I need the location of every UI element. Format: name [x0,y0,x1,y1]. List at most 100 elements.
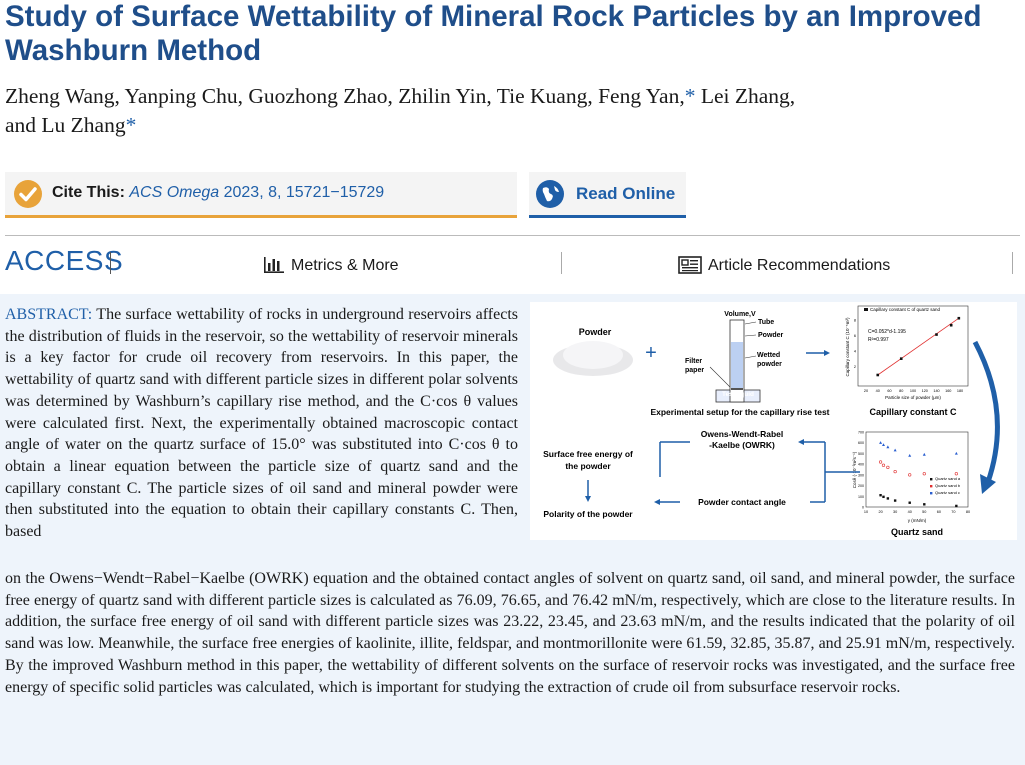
leader-line [709,366,731,388]
chart1-frame [857,305,969,387]
leader-line [744,355,757,359]
wetted-label-2: powder [757,361,782,368]
chart2-point [878,460,883,464]
corresponding-author-star[interactable]: * [125,113,137,137]
chart1-xtick: 140 [933,389,939,393]
arrow-head-icon [824,350,830,356]
read-online-button[interactable]: Read Online [529,172,686,218]
authors-line1b: Lei Zhang, [695,84,796,108]
chart1-xticks: 20 40 60 80 100 120 140 160 180 [864,389,963,393]
arrow-head-icon [654,499,660,505]
chart2-points [878,441,958,508]
chart2-xtick: 80 [966,510,970,514]
chart2-point [886,465,890,469]
tab-separator [1012,252,1013,274]
chart2-point [886,497,890,500]
chart2-frame [865,431,969,508]
cite-this-box[interactable]: Cite This: ACS Omega 2023, 8, 15721−1572… [5,172,517,218]
abstract-text: ABSTRACT: The surface wettability of roc… [5,304,518,543]
chart2-point [922,452,926,456]
chart2-legend-marker [930,478,933,481]
globe-icon [536,180,564,208]
metrics-label[interactable]: Metrics & More [291,257,399,274]
corresponding-author-star[interactable]: * [684,84,696,108]
capillary-caption: Capillary constant C [869,407,957,417]
wetted-label-1: Wetted [757,352,780,359]
abstract-text-continued: on the Owens−Wendt−Rabel−Kaelbe (OWRK) e… [5,570,1015,696]
chart1-point [935,333,938,336]
chart1-xlabel: Particle size of powder (μm) [885,395,941,400]
authors-line1: Zheng Wang, Yanping Chu, Guozhong Zhao, … [5,84,685,108]
owrk-label-1: Owens-Wendt-Rabel [701,429,784,439]
recommendations-label[interactable]: Article Recommendations [708,257,891,274]
chart2-point [893,448,897,452]
divider [5,235,1020,236]
bar-chart-icon [264,257,284,273]
powder-pile-top [563,341,623,369]
filter-label-1: Filter [685,358,702,365]
chart2-legend-marker [930,492,933,495]
citation-text: Cite This: ACS Omega 2023, 8, 15721−1572… [52,184,384,202]
chart2-xtick: 70 [951,510,955,514]
chart2-ytick: 400 [858,463,864,467]
chart1-fit-line [877,317,960,376]
chart2-xtick: 40 [908,510,912,514]
paper-title: Study of Surface Wettability of Mineral … [5,0,982,67]
article-recommendations-link[interactable]: Article Recommendations [678,256,890,275]
cite-label: Cite This: [52,184,125,201]
powder-label: Powder [579,327,612,337]
author-list: Zheng Wang, Yanping Chu, Guozhong Zhao, … [5,82,1015,140]
leader-line [744,321,757,325]
chart2-xtick: 30 [893,510,897,514]
chart1-ytick: 2 [854,365,856,369]
chart1-points [876,316,961,377]
chart1-point [899,357,903,360]
chart1-point [957,316,961,320]
chart1-xtick: 100 [910,389,916,393]
contact-angle-label: Powder contact angle [698,497,786,507]
arrow-head-icon [798,439,804,445]
chart1-legend: Capillary constant C of quartz sand [870,307,941,312]
filter-label-2: paper [685,367,704,374]
chart2-ytick: 500 [858,452,864,456]
tab-separator [561,252,562,274]
capillary-chart: Capillary constant C of quartz sand C=0.… [845,305,969,400]
chart1-legend-marker [864,308,868,311]
owrk-label-2: -Kaelbe (OWRK) [709,440,775,450]
test-liquid-label: Test liquid [722,391,754,398]
chart2-xtick: 60 [937,510,941,514]
chart2-point [954,451,958,455]
journal-name[interactable]: ACS Omega [129,184,220,201]
polarity-label: Polarity of the powder [543,509,633,519]
chart2-ytick: 300 [858,473,864,477]
chart2-ytick: 100 [858,495,864,499]
chart2-point [879,441,883,444]
chart2-xlabel: γ (mN/m) [908,518,927,523]
check-circle-icon [14,180,42,208]
citation-details[interactable]: 2023, 8, 15721−15729 [219,184,385,201]
chart2-legend-entry: Quartz sand a [935,476,961,481]
chart2-yticks: 0 100 200 300 400 500 600 700 [858,431,864,510]
chart2-point [881,463,886,467]
chart1-ytick: 4 [854,349,856,353]
wetted-powder-column [731,342,743,388]
plus-sign: + [645,342,657,364]
chart2-point [922,472,926,476]
tube-label: Tube [758,319,774,326]
chart1-point [949,323,953,327]
chart2-xtick: 50 [922,510,926,514]
chart2-point [893,470,897,474]
leader-line [744,334,757,337]
read-online-label[interactable]: Read Online [576,184,676,203]
sfe-label-1: Surface free energy of [543,449,633,459]
chart2-point [908,453,912,457]
metrics-link[interactable]: Metrics & More [263,256,399,275]
abstract-label: ABSTRACT: [5,306,93,323]
filter-paper [731,388,743,390]
chart2-xticks: 10 20 30 40 50 60 70 80 [864,510,970,514]
chart2-xtick: 20 [878,510,882,514]
chart2-xtick: 10 [864,510,868,514]
chart2-point [886,445,890,449]
chart1-ylabel: Capillary constant C (10⁻⁵m³) [845,317,850,377]
